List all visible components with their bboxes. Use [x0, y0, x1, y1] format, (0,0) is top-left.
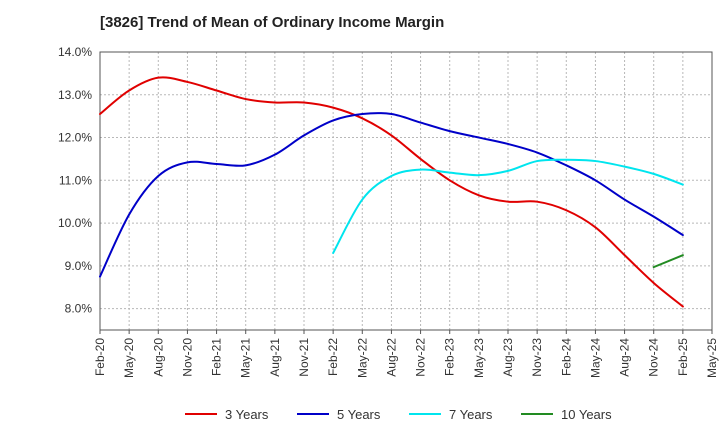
x-tick-label: Feb-20 [93, 338, 107, 376]
x-tick-label: Nov-22 [414, 338, 428, 377]
y-tick-label: 11.0% [59, 173, 92, 187]
x-tick-label: Feb-23 [443, 338, 457, 376]
y-tick-label: 9.0% [65, 259, 93, 273]
series-line-7-years [332, 158, 684, 255]
legend-label-3-years: 3 Years [225, 407, 269, 422]
y-tick-label: 12.0% [58, 131, 92, 145]
x-tick-label: Nov-20 [180, 338, 194, 377]
x-tick-label: Nov-21 [297, 338, 311, 377]
x-tick-label: Feb-21 [210, 338, 224, 376]
axes: 8.0% 9.0% 10.0% 11.0% 12.0% 13.0% 14.0% Feb-20 M… [58, 45, 719, 378]
x-tick-label: Aug-20 [151, 338, 165, 377]
legend-label-5-years: 5 Years [337, 407, 381, 422]
y-tick-label: 13.0% [58, 88, 92, 102]
series-lines [99, 76, 684, 308]
legend-label-10-years: 10 Years [561, 407, 612, 422]
plot-frame [99, 51, 713, 331]
x-tick-label: Aug-24 [618, 338, 632, 377]
y-tick-label: 10.0% [58, 216, 92, 230]
x-tick-label: May-23 [472, 338, 486, 378]
y-tick-label: 8.0% [65, 302, 93, 316]
x-tick-label: Feb-25 [676, 338, 690, 376]
x-tick-label: Feb-24 [559, 338, 573, 376]
x-tick-label: May-22 [355, 338, 369, 378]
y-tick-label: 14.0% [58, 45, 92, 59]
x-tick-label: Aug-22 [384, 338, 398, 377]
legend: 3 Years 5 Years 7 Years 10 Years [185, 407, 612, 422]
series-line-3-years [99, 76, 684, 308]
x-tick-label: May-21 [239, 338, 253, 378]
series-line-10-years [652, 254, 684, 269]
chart-title: [3826] Trend of Mean of Ordinary Income … [100, 14, 445, 31]
legend-label-7-years: 7 Years [449, 407, 493, 422]
x-tick-label: Nov-24 [647, 338, 661, 377]
x-tick-label: May-20 [122, 338, 136, 378]
series-line-5-years [99, 112, 684, 278]
x-tick-label: Feb-22 [326, 338, 340, 376]
x-tick-label: Aug-23 [501, 338, 515, 377]
x-tick-label: May-25 [705, 338, 719, 378]
x-tick-label: May-24 [588, 338, 602, 378]
x-tick-label: Aug-21 [268, 338, 282, 377]
grid [99, 51, 713, 330]
x-tick-label: Nov-23 [530, 338, 544, 377]
